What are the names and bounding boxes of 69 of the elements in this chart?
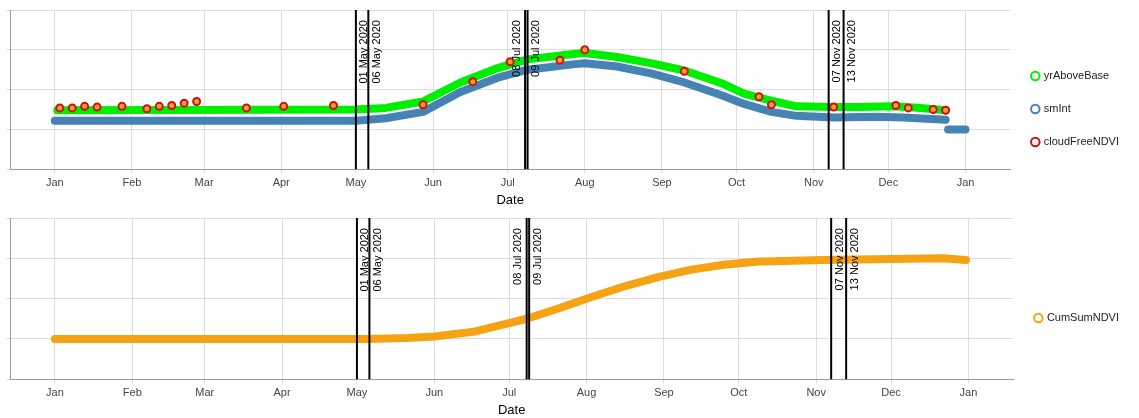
point [92,102,102,112]
ref-line-label: 13 Nov 2020 [845,20,858,83]
point [891,101,901,111]
x-tick-label: Apr [272,175,291,188]
point [117,101,127,111]
x-tick-label: Aug [575,175,595,188]
x-tick-label: Nov [806,385,827,398]
point [679,66,689,76]
x-tick-label: Jul [500,175,515,188]
point [55,103,65,113]
x-tick-label: Oct [730,385,748,398]
point [192,97,202,107]
x-axis-title: Date [496,191,524,207]
point [279,101,289,111]
point [555,55,565,65]
x-tick-label: Dec [881,385,902,398]
ref-line-label: 09 Jul 2020 [530,228,543,285]
ref-line-label: 08 Jul 2020 [511,228,524,285]
point [580,45,590,55]
ref-line-label: 01 May 2020 [357,20,370,84]
point [418,100,428,110]
ref-line-label: 09 Jul 2020 [529,20,542,77]
x-tick-label: Aug [576,385,597,398]
point [241,103,251,113]
point [142,104,152,114]
x-tick-label: Feb [122,175,142,188]
x-tick-label: Mar [194,175,214,188]
x-tick-label: Mar [195,385,215,398]
ref-line-label: 08 Jul 2020 [509,20,522,77]
ref-line-label: 06 May 2020 [369,20,382,84]
x-tick-label: Jan [46,385,64,398]
x-tick-label: Jul [502,385,517,398]
x-axis-title: Date [497,401,526,417]
point [167,101,177,111]
legend-label: yrAboveBase [1043,69,1110,82]
point [179,98,189,108]
x-tick-label: Nov [803,175,825,188]
ref-line-label: 13 Nov 2020 [847,228,860,291]
legend-label: CumSumNDVI [1046,311,1119,324]
point [754,92,764,102]
point [928,105,938,114]
x-tick-label: Jan [45,175,64,188]
point [80,101,90,111]
x-tick-label: Dec [878,175,899,188]
x-tick-label: May [345,175,367,188]
x-tick-label: Apr [273,385,291,398]
ref-line-label: 07 Nov 2020 [830,20,843,83]
x-tick-label: Jun [425,385,444,398]
x-tick-label: Sep [654,385,674,398]
point [903,103,913,113]
point [941,105,951,115]
x-tick-label: Jan [956,175,975,188]
point [829,102,839,112]
point [766,100,776,110]
x-tick-label: Jan [959,385,978,398]
x-tick-label: Sep [652,175,672,188]
point [154,101,164,111]
point [468,77,478,87]
ref-line-label: 01 May 2020 [358,228,371,292]
x-tick-label: Jun [424,175,442,188]
x-tick-label: Feb [122,385,142,398]
point [328,101,338,111]
legend-label: cloudFreeNDVI [1043,135,1120,148]
point [67,103,77,113]
x-tick-label: May [346,385,368,398]
ref-line-label: 06 May 2020 [370,228,383,292]
ref-line-label: 07 Nov 2020 [832,228,845,291]
x-tick-label: Oct [728,175,746,188]
legend-label: smInt [1043,102,1071,115]
